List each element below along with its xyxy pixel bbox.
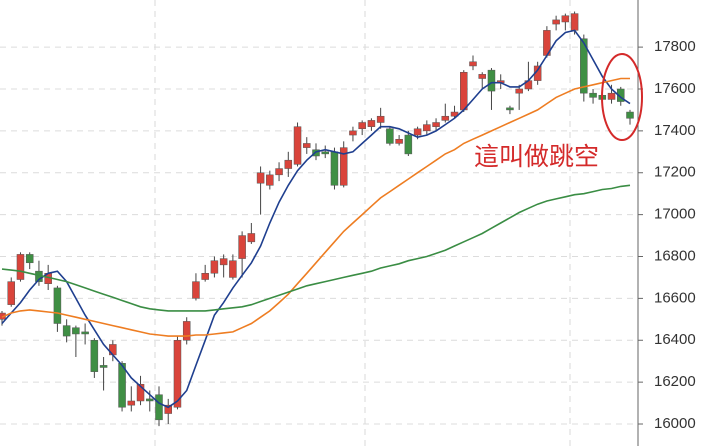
- y-tick-label: 16000: [654, 415, 696, 432]
- candle-body: [626, 111, 634, 119]
- candle-body: [266, 174, 274, 186]
- candle-body: [561, 15, 570, 23]
- candle-body: [16, 254, 25, 280]
- candle-body: [192, 281, 200, 299]
- highlight-circle: [601, 53, 643, 141]
- candle-body: [201, 273, 209, 280]
- candle-body: [395, 138, 403, 144]
- candle-body: [589, 92, 597, 98]
- candle-body: [349, 130, 357, 136]
- candle-body: [99, 365, 108, 368]
- candle-body: [441, 115, 450, 121]
- candle-body: [238, 235, 246, 259]
- candle-body: [552, 19, 560, 25]
- candle-body: [570, 13, 579, 31]
- y-tick-label: 16600: [654, 289, 696, 306]
- candle-body: [293, 126, 302, 165]
- vertical-grid: [154, 0, 571, 446]
- candle-body: [330, 151, 339, 186]
- candle-body: [90, 340, 99, 372]
- candle-body: [284, 159, 293, 169]
- candle-body: [164, 404, 172, 414]
- candle-body: [580, 38, 588, 94]
- candle-body: [275, 168, 283, 176]
- y-tick-label: 16200: [654, 373, 696, 390]
- candle-body: [478, 74, 486, 79]
- candle-body: [607, 92, 616, 100]
- candle-body: [376, 115, 385, 123]
- candle-body: [81, 331, 89, 335]
- y-tick-label: 17000: [654, 206, 696, 223]
- candle-body: [62, 325, 71, 337]
- candle-body: [432, 122, 440, 127]
- candle-body: [487, 69, 496, 92]
- candle-body: [247, 233, 256, 243]
- candle-body: [118, 363, 126, 408]
- y-tick-label: 17400: [654, 122, 696, 139]
- candle-body: [72, 327, 80, 335]
- candle-body: [515, 88, 523, 94]
- candle-body: [413, 128, 422, 136]
- candle-body: [469, 61, 477, 67]
- candle-body: [303, 143, 311, 148]
- candle-body: [155, 394, 163, 421]
- y-tick-label: 16800: [654, 247, 696, 264]
- annotation: 這叫做跳空: [474, 142, 599, 171]
- moving-average: [1, 29, 631, 409]
- candle-body: [256, 172, 265, 184]
- candle-body: [229, 260, 237, 278]
- y-tick-label: 17600: [654, 80, 696, 97]
- candle-body: [7, 281, 15, 305]
- candle-body: [339, 147, 348, 186]
- moving-average: [1, 77, 630, 337]
- y-tick-label: 16400: [654, 331, 696, 348]
- candle-body: [219, 258, 228, 266]
- candle-body: [127, 400, 136, 406]
- candle-body: [321, 151, 329, 155]
- candle-body: [358, 122, 366, 130]
- candle-body: [25, 254, 34, 264]
- candle-body: [506, 107, 514, 111]
- candle-body: [367, 120, 376, 127]
- candle-body: [53, 287, 62, 324]
- candle-body: [109, 344, 117, 356]
- y-tick-label: 17200: [654, 164, 696, 181]
- candle-body: [173, 340, 182, 408]
- moving-average: [1, 184, 631, 312]
- candle-body: [460, 71, 468, 111]
- candle-body: [210, 260, 219, 274]
- candle-body: [404, 134, 413, 155]
- candle-body: [146, 398, 154, 402]
- candle-body: [136, 383, 145, 402]
- candle-body: [182, 321, 191, 341]
- y-tick-label: 17800: [654, 38, 696, 55]
- candle-body: [423, 124, 431, 132]
- candle-body: [386, 128, 394, 144]
